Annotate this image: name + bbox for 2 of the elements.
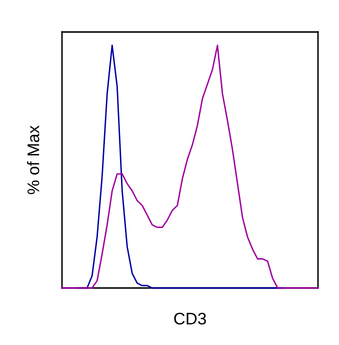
y-axis-title: % of Max bbox=[27, 125, 40, 194]
x-axis-title: CD3 bbox=[174, 312, 206, 325]
